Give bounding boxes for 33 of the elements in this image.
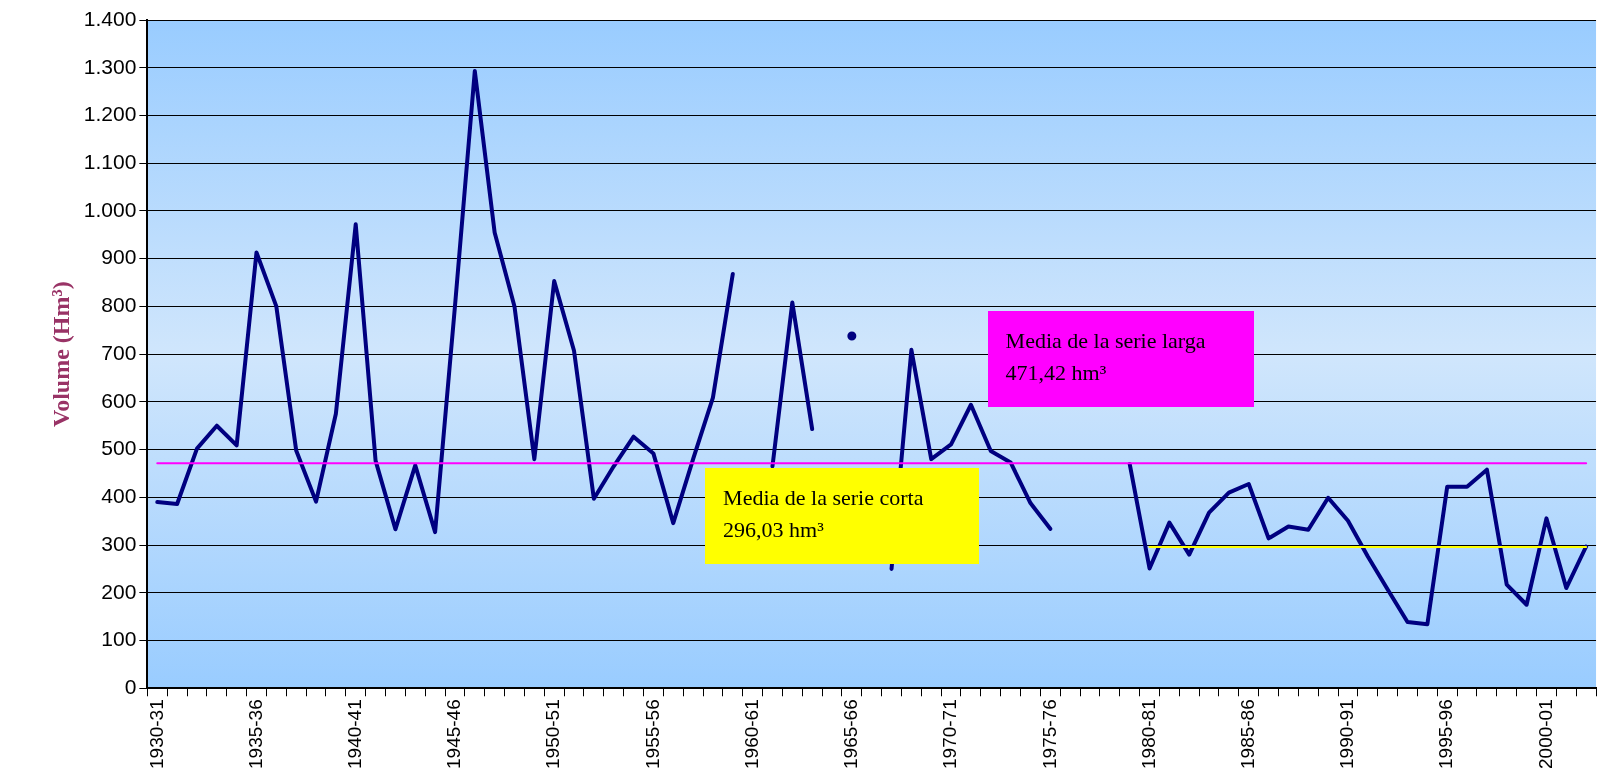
x-tick-label: 1990-91 <box>1336 699 1358 770</box>
x-tick-label: 1960-61 <box>740 699 762 770</box>
x-tick-label: 1975-76 <box>1038 699 1060 770</box>
x-tick-label: 2000-01 <box>1534 699 1556 770</box>
y-tick-label: 100 <box>101 627 137 651</box>
y-tick-label: 900 <box>101 245 137 269</box>
callout-box: Media de la serie larga 471,42 hm³ <box>987 310 1254 407</box>
y-tick-label: 500 <box>101 436 137 460</box>
y-tick-label: 200 <box>101 579 137 603</box>
x-tick-label: 1995-96 <box>1435 699 1457 770</box>
x-tick-label: 1945-46 <box>443 699 465 770</box>
x-tick-label: 1980-81 <box>1137 699 1159 770</box>
y-tick-label: 300 <box>101 531 137 555</box>
y-tick-label: 1.400 <box>83 6 137 30</box>
y-tick-label: 400 <box>101 484 137 508</box>
x-tick-label: 1955-56 <box>641 699 663 770</box>
y-axis-title: Volume (Hm³) <box>47 281 74 427</box>
y-tick-label: 1.200 <box>83 102 137 126</box>
y-tick-label: 1.100 <box>83 150 137 173</box>
x-tick-label: 1985-86 <box>1236 699 1258 770</box>
y-tick-label: 1.300 <box>83 54 137 78</box>
x-tick-label: 1965-66 <box>840 699 862 770</box>
y-tick-label: 600 <box>101 388 137 412</box>
callout-box: Media de la serie corta 296,03 hm³ <box>705 467 980 564</box>
x-tick-label: 1940-41 <box>343 699 365 770</box>
y-tick-label: 1.000 <box>83 197 137 221</box>
y-tick-label: 700 <box>101 340 137 364</box>
x-tick-label: 1935-36 <box>244 699 266 770</box>
x-tick-label: 1970-71 <box>939 699 961 770</box>
x-tick-label: 1930-31 <box>145 699 167 770</box>
y-tick-label: 800 <box>101 293 137 317</box>
x-tick-label: 1950-51 <box>542 699 564 770</box>
y-tick-label: 0 <box>124 675 137 699</box>
